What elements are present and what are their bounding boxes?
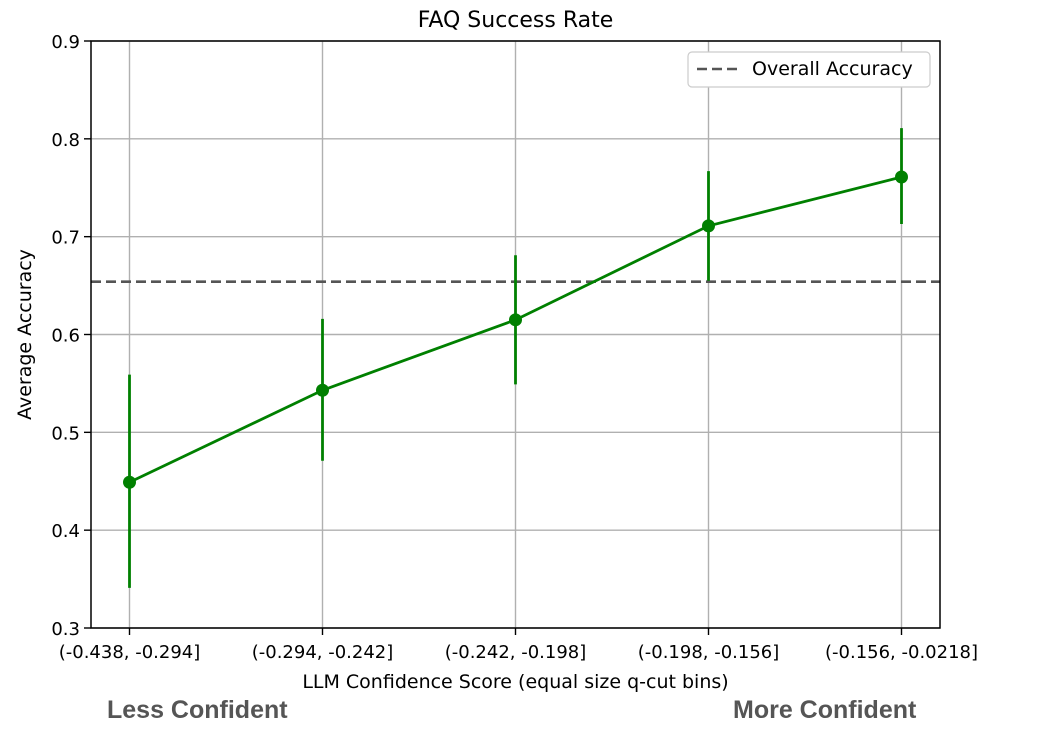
y-tick-label: 0.7 [51, 228, 80, 249]
data-point [509, 313, 522, 327]
x-tick-label: (-0.156, -0.0218] [825, 642, 978, 663]
data-points [123, 170, 908, 489]
y-axis-ticks: 0.3 0.4 0.5 0.6 0.7 0.8 0.9 [51, 32, 91, 640]
y-axis-label: Average Accuracy [14, 249, 36, 420]
data-point [895, 170, 908, 184]
y-tick-label: 0.9 [51, 32, 80, 53]
less-confident-annotation: Less Confident [107, 696, 288, 724]
x-axis-ticks: (-0.438, -0.294] (-0.294, -0.242] (-0.242,… [59, 628, 978, 663]
legend: Overall Accuracy [687, 51, 931, 88]
data-point [702, 219, 715, 233]
data-point [123, 475, 136, 489]
y-tick-label: 0.5 [51, 423, 80, 444]
y-tick-label: 0.8 [51, 130, 80, 151]
more-confident-annotation: More Confident [733, 696, 917, 724]
x-tick-label: (-0.198, -0.156] [638, 642, 780, 663]
x-axis-label: LLM Confidence Score (equal size q-cut b… [302, 671, 728, 693]
y-tick-label: 0.4 [51, 521, 80, 542]
data-point [316, 383, 329, 397]
x-tick-label: (-0.294, -0.242] [252, 642, 394, 663]
legend-entry-overall-accuracy: Overall Accuracy [752, 58, 913, 80]
legend-box [687, 51, 931, 88]
chart-title: FAQ Success Rate [418, 8, 614, 33]
x-tick-label: (-0.242, -0.198] [445, 642, 587, 663]
y-tick-label: 0.3 [51, 619, 80, 640]
y-tick-label: 0.6 [51, 326, 80, 347]
x-tick-label: (-0.438, -0.294] [59, 642, 201, 663]
